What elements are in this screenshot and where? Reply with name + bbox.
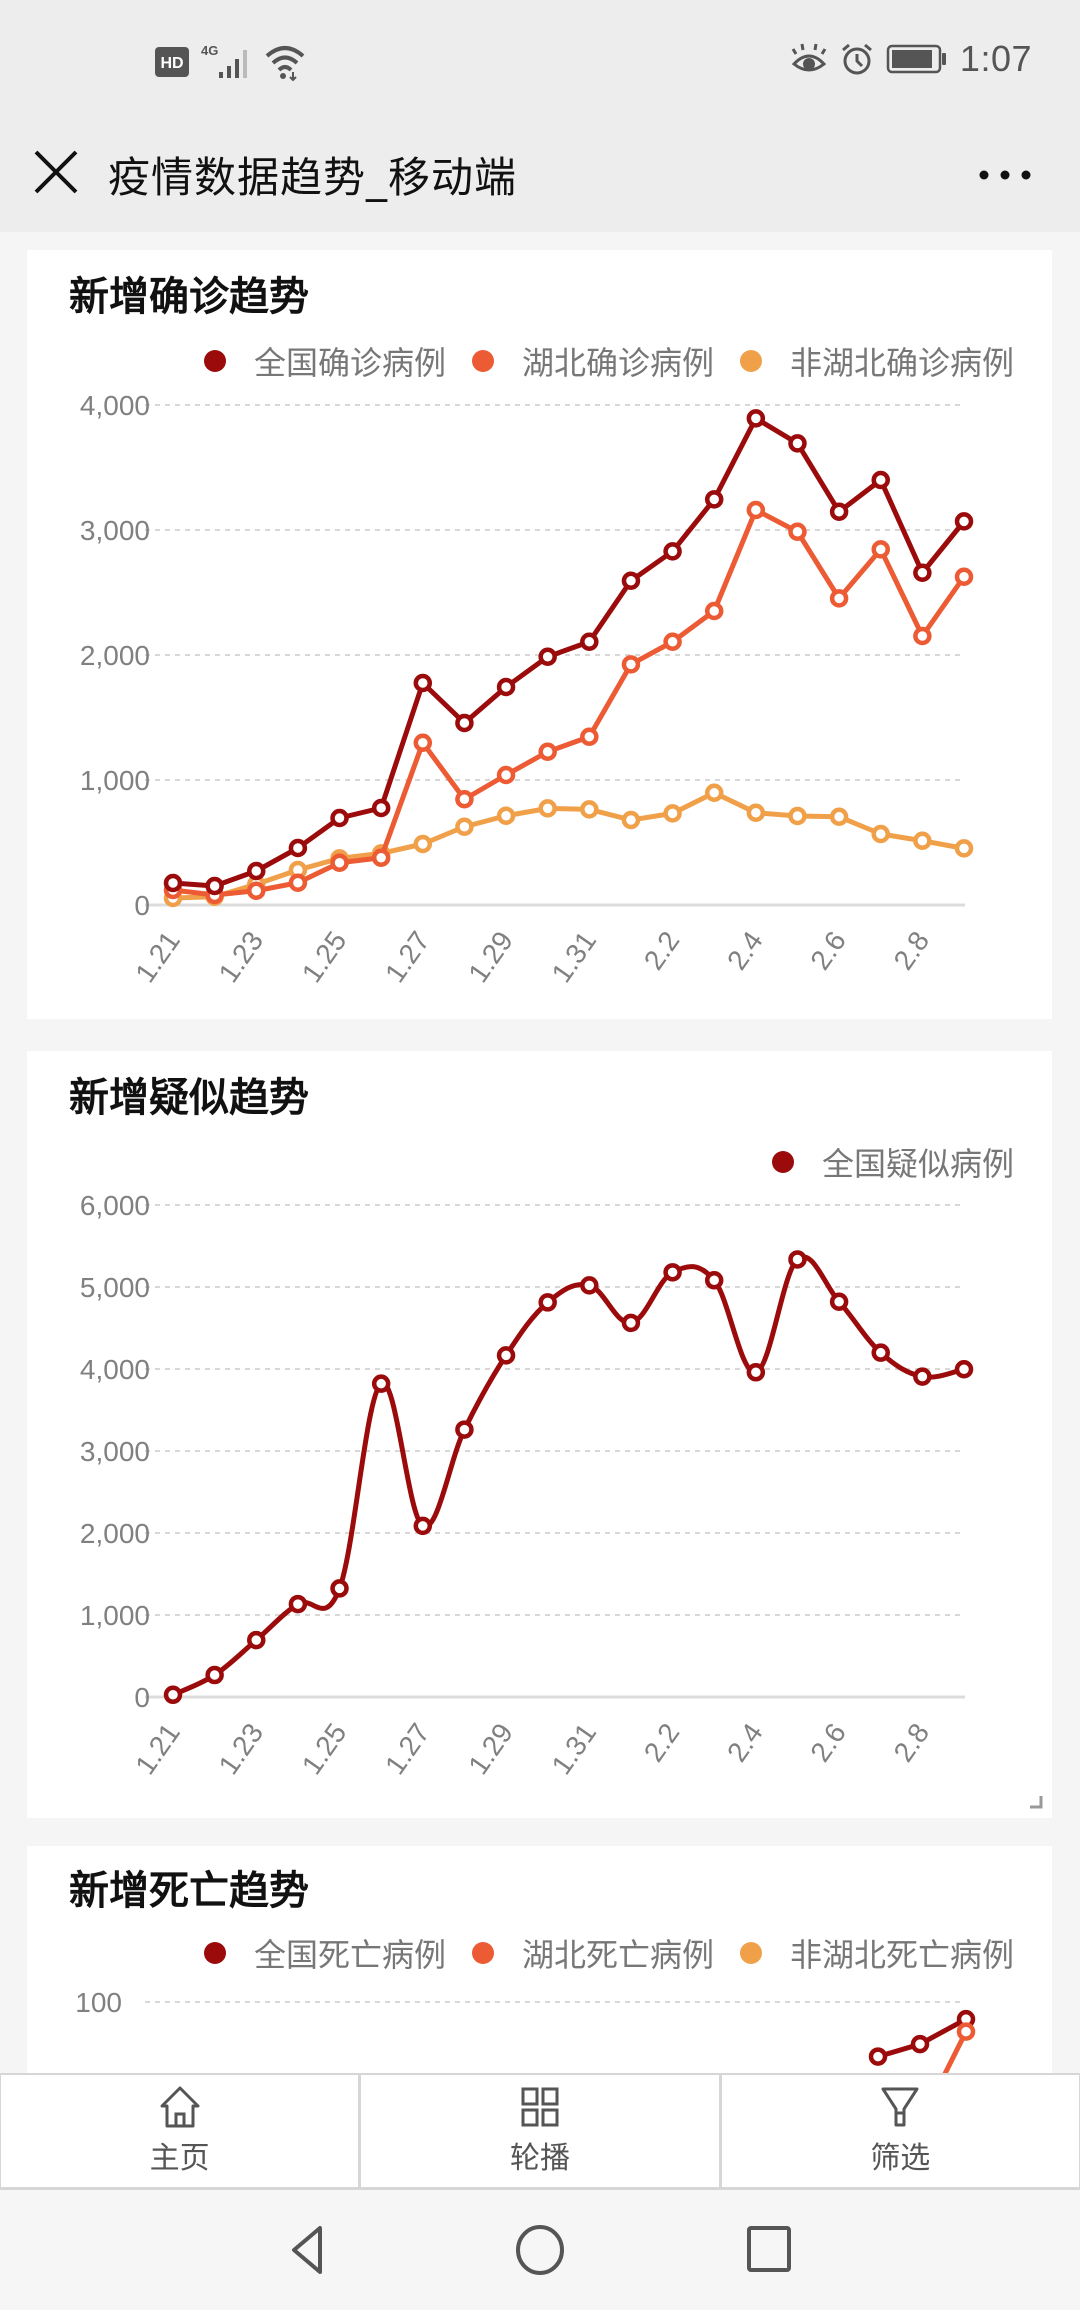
svg-text:5,000: 5,000 <box>80 1272 150 1303</box>
svg-text:4G: 4G <box>201 43 218 58</box>
svg-text:1.25: 1.25 <box>296 926 353 988</box>
legend-item-national-death[interactable]: 全国死亡病例 <box>203 1930 446 1976</box>
battery-icon <box>886 44 946 74</box>
legend-item-hubei[interactable]: 湖北确诊病例 <box>471 338 714 384</box>
bottom-tab-bar: 主页 轮播 筛选 <box>0 2073 1080 2190</box>
legend-dot-icon <box>771 1151 794 1173</box>
svg-text:1.25: 1.25 <box>296 1718 353 1780</box>
legend-dot-icon <box>471 350 494 372</box>
svg-text:4,000: 4,000 <box>80 1354 150 1385</box>
svg-text:2.4: 2.4 <box>721 1718 769 1768</box>
svg-text:2.8: 2.8 <box>888 926 936 976</box>
svg-text:0: 0 <box>134 1682 150 1713</box>
alarm-icon <box>841 43 872 75</box>
back-icon[interactable] <box>280 2220 340 2280</box>
suspected-trend-card: 新增疑似趋势 全国疑似病例 <box>27 1051 1052 1818</box>
home-icon <box>160 2086 200 2128</box>
svg-text:1.21: 1.21 <box>129 926 186 988</box>
legend-label: 湖北确诊病例 <box>521 344 714 382</box>
svg-text:1.29: 1.29 <box>462 1718 519 1780</box>
legend-dot-icon <box>739 1942 762 1964</box>
tab-label: 轮播 <box>509 2141 570 2176</box>
svg-text:3,000: 3,000 <box>80 1436 150 1467</box>
svg-text:2.8: 2.8 <box>888 1718 936 1768</box>
chart-legend: 全国确诊病例 湖北确诊病例 非湖北确诊病例 <box>178 338 1014 384</box>
legend-label: 非湖北确诊病例 <box>789 344 1014 382</box>
svg-text:1.23: 1.23 <box>213 1718 270 1780</box>
svg-text:1.23: 1.23 <box>213 926 270 988</box>
svg-text:1.31: 1.31 <box>546 1718 603 1780</box>
svg-text:0: 0 <box>134 890 150 921</box>
legend-item-hubei-death[interactable]: 湖北死亡病例 <box>471 1930 714 1976</box>
more-icon[interactable] <box>970 150 1040 200</box>
svg-text:HD: HD <box>160 55 183 72</box>
legend-label: 全国疑似病例 <box>821 1145 1014 1183</box>
tab-label: 筛选 <box>870 2141 931 2176</box>
recents-icon[interactable] <box>740 2220 800 2280</box>
grid-icon <box>521 2087 559 2127</box>
legend-item-national-suspected[interactable]: 全国疑似病例 <box>771 1139 1014 1185</box>
svg-text:1.27: 1.27 <box>379 1718 436 1780</box>
card-title: 新增疑似趋势 <box>69 1075 309 1121</box>
legend-dot-icon <box>739 350 762 372</box>
legend-item-national[interactable]: 全国确诊病例 <box>203 338 446 384</box>
svg-text:4,000: 4,000 <box>80 390 150 421</box>
status-right: 1:07 <box>790 38 1032 80</box>
resize-handle-icon[interactable] <box>1028 1794 1044 1810</box>
legend-label: 湖北死亡病例 <box>521 1936 714 1974</box>
home-circle-icon[interactable] <box>510 2220 570 2280</box>
svg-text:1,000: 1,000 <box>80 765 150 796</box>
tab-home[interactable]: 主页 <box>1 2075 359 2187</box>
svg-text:1.21: 1.21 <box>129 1718 186 1780</box>
svg-text:3,000: 3,000 <box>80 515 150 546</box>
title-bar: 疫情数据趋势_移动端 <box>0 120 1080 232</box>
legend-item-non-hubei[interactable]: 非湖北确诊病例 <box>739 338 1014 384</box>
card-title: 新增死亡趋势 <box>69 1868 309 1914</box>
legend-dot-icon <box>471 1942 494 1964</box>
legend-item-non-hubei-death[interactable]: 非湖北死亡病例 <box>739 1930 1014 1976</box>
tab-carousel[interactable]: 轮播 <box>361 2075 719 2187</box>
svg-text:1,000: 1,000 <box>80 1600 150 1631</box>
chart-legend: 全国死亡病例 湖北死亡病例 非湖北死亡病例 <box>178 1930 1014 1976</box>
svg-text:1.31: 1.31 <box>546 926 603 988</box>
svg-text:2.6: 2.6 <box>804 1718 852 1768</box>
clock: 1:07 <box>959 38 1032 79</box>
legend-label: 全国死亡病例 <box>253 1936 446 1974</box>
status-bar: HD 4G <box>0 0 1080 120</box>
4g-signal-icon: 4G <box>201 43 247 78</box>
status-left: HD 4G <box>155 42 307 82</box>
page-title: 疫情数据趋势_移动端 <box>108 153 518 202</box>
suspected-line-chart[interactable]: 0 1,000 2,000 3,000 4,000 5,000 6,000 1.21 1.23 1… <box>0 1051 1080 1818</box>
svg-text:2.6: 2.6 <box>804 926 852 976</box>
svg-text:1.29: 1.29 <box>462 926 519 988</box>
system-nav-bar <box>0 2190 1080 2310</box>
svg-text:2,000: 2,000 <box>80 1518 150 1549</box>
hd-icon: HD <box>155 47 189 77</box>
chart-legend: 全国疑似病例 <box>746 1139 1014 1185</box>
wifi-icon <box>265 46 305 82</box>
legend-dot-icon <box>203 350 226 372</box>
filter-icon <box>881 2087 919 2127</box>
tab-filter[interactable]: 筛选 <box>721 2075 1079 2187</box>
death-line-chart[interactable]: 100 <box>0 1846 1080 2073</box>
svg-text:2.4: 2.4 <box>721 926 769 976</box>
svg-text:2.2: 2.2 <box>638 1718 686 1768</box>
svg-text:2,000: 2,000 <box>80 640 150 671</box>
close-icon[interactable] <box>30 146 82 198</box>
card-title: 新增确诊趋势 <box>69 274 309 320</box>
legend-label: 非湖北死亡病例 <box>789 1936 1014 1974</box>
eye-comfort-icon <box>791 43 827 72</box>
tab-label: 主页 <box>149 2141 210 2176</box>
confirmed-line-chart[interactable]: 0 1,000 2,000 3,000 4,000 1.21 1.23 1.25 1.27 1.2… <box>0 0 1080 1020</box>
svg-text:100: 100 <box>75 1987 122 2018</box>
svg-text:6,000: 6,000 <box>80 1190 150 1221</box>
legend-dot-icon <box>203 1942 226 1964</box>
legend-label: 全国确诊病例 <box>253 344 446 382</box>
svg-text:2.2: 2.2 <box>638 926 686 976</box>
svg-text:1.27: 1.27 <box>379 926 436 988</box>
